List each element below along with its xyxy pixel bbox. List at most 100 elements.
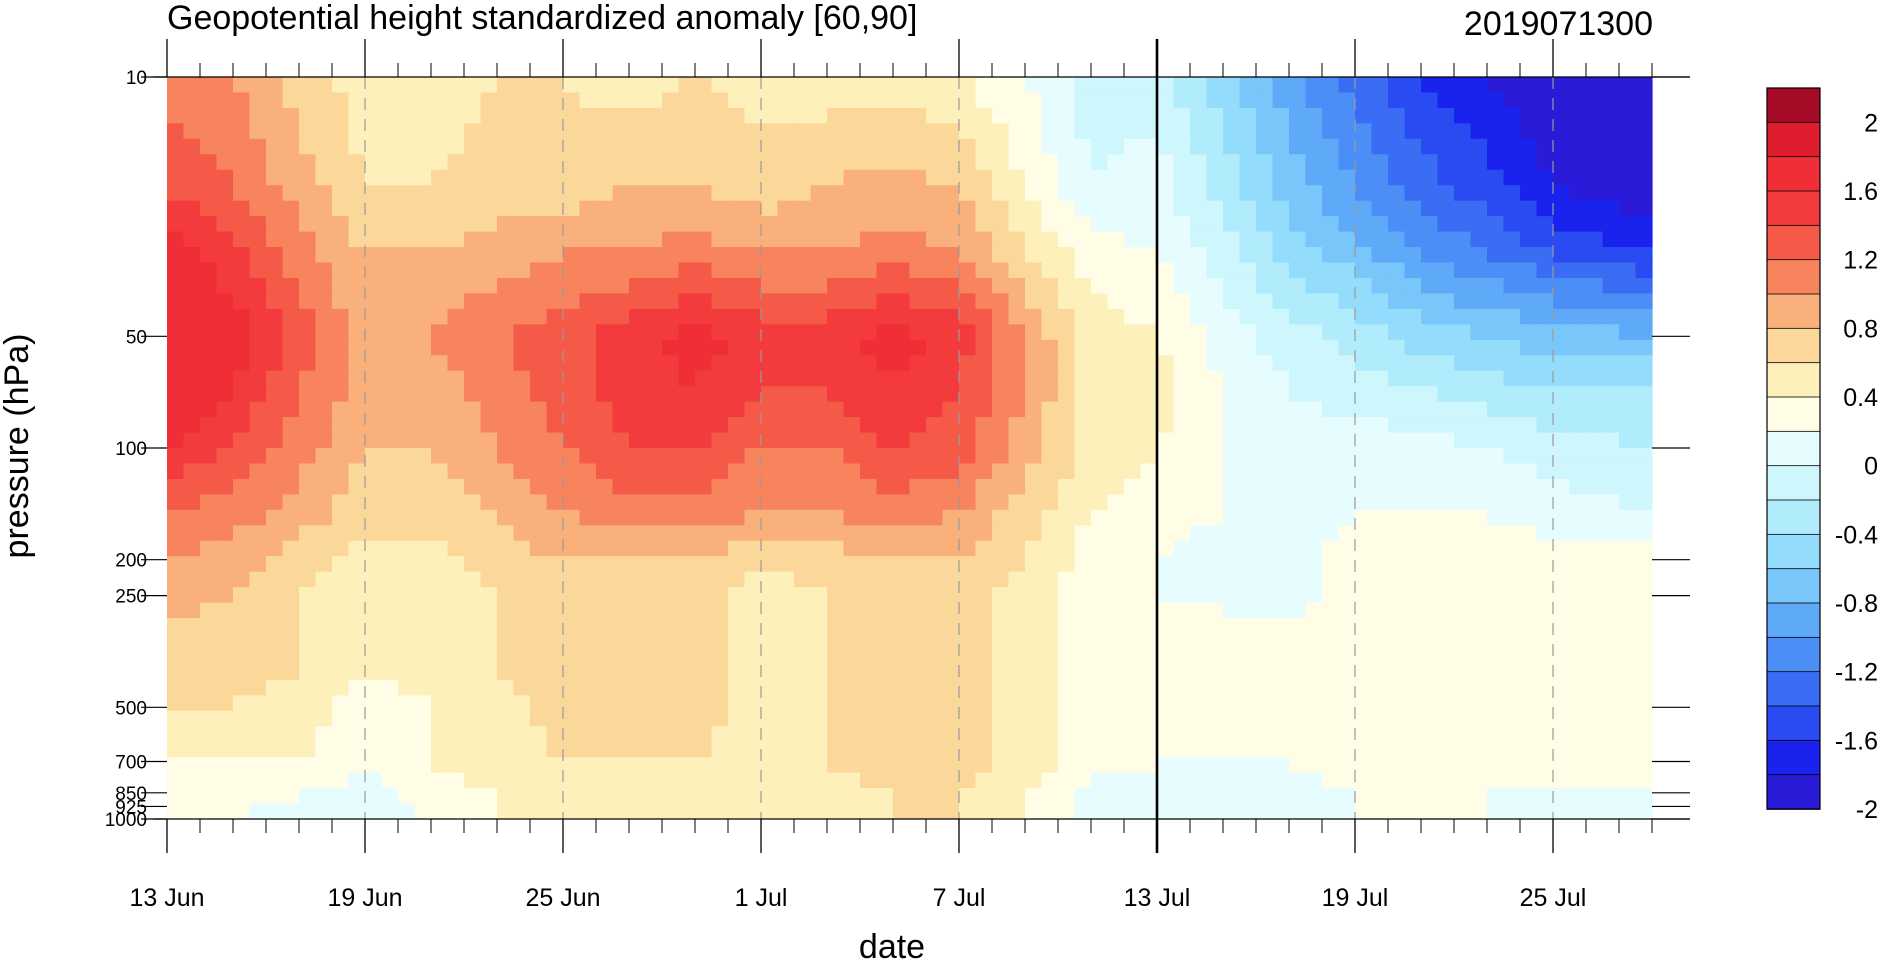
heatmap-cell xyxy=(711,370,729,387)
heatmap-cell xyxy=(563,231,581,248)
heatmap-cell xyxy=(1388,138,1406,155)
heatmap-cell xyxy=(530,478,548,495)
heatmap-cell xyxy=(414,308,432,325)
heatmap-cell xyxy=(1520,664,1538,681)
heatmap-cell xyxy=(1206,169,1224,186)
heatmap-cell xyxy=(249,525,267,542)
heatmap-cell xyxy=(1272,123,1290,140)
heatmap-cell xyxy=(744,308,762,325)
heatmap-cell xyxy=(1586,803,1604,820)
heatmap-cell xyxy=(959,123,977,140)
heatmap-cell xyxy=(1091,432,1109,449)
heatmap-cell xyxy=(249,741,267,758)
heatmap-cell xyxy=(1091,107,1109,124)
heatmap-cell xyxy=(794,664,812,681)
heatmap-cell xyxy=(414,540,432,557)
heatmap-cell xyxy=(1140,262,1158,279)
heatmap-cell xyxy=(1272,401,1290,418)
heatmap-cell xyxy=(1635,633,1653,650)
heatmap-cell xyxy=(1256,185,1274,202)
heatmap-cell xyxy=(381,618,399,635)
heatmap-cell xyxy=(1355,169,1373,186)
heatmap-cell xyxy=(414,92,432,109)
heatmap-cell xyxy=(777,231,795,248)
heatmap-cell xyxy=(431,648,449,666)
heatmap-cell xyxy=(893,571,911,588)
heatmap-cell xyxy=(777,277,795,295)
heatmap-cell xyxy=(1173,169,1191,186)
x-tick-label: 13 Jun xyxy=(129,884,204,912)
heatmap-cell xyxy=(1272,77,1290,94)
heatmap-cell xyxy=(942,355,960,372)
heatmap-cell xyxy=(1536,277,1554,295)
heatmap-cell xyxy=(332,757,350,774)
heatmap-cell xyxy=(728,339,746,356)
heatmap-cell xyxy=(975,169,993,186)
heatmap-cell xyxy=(579,138,597,155)
heatmap-cell xyxy=(315,231,333,248)
heatmap-cell xyxy=(1520,154,1538,171)
heatmap-cell xyxy=(1520,695,1538,712)
heatmap-cell xyxy=(530,757,548,774)
heatmap-cell xyxy=(1322,169,1340,186)
heatmap-cell xyxy=(299,618,317,635)
heatmap-cell xyxy=(431,664,449,681)
heatmap-cell xyxy=(1355,695,1373,712)
heatmap-cell xyxy=(431,772,449,789)
heatmap-cell xyxy=(315,540,333,557)
heatmap-cell xyxy=(1586,602,1604,619)
heatmap-cell xyxy=(612,92,630,109)
heatmap-cell xyxy=(299,710,317,727)
heatmap-cell xyxy=(1107,525,1125,542)
heatmap-cell xyxy=(1487,648,1505,666)
heatmap-cell xyxy=(183,618,201,635)
heatmap-cell xyxy=(299,77,317,94)
heatmap-cell xyxy=(546,788,564,805)
heatmap-cell xyxy=(1140,370,1158,387)
heatmap-cell xyxy=(975,77,993,94)
heatmap-cell xyxy=(645,803,663,820)
heatmap-cell xyxy=(612,185,630,202)
heatmap-cell xyxy=(1140,803,1158,820)
heatmap-cell xyxy=(1371,231,1389,248)
heatmap-cell xyxy=(645,726,663,743)
heatmap-cell xyxy=(1239,648,1257,666)
heatmap-cell xyxy=(909,216,927,233)
heatmap-cell xyxy=(332,123,350,140)
heatmap-cell xyxy=(909,556,927,573)
heatmap-cell xyxy=(563,401,581,418)
heatmap-cell xyxy=(249,92,267,109)
heatmap-cell xyxy=(563,602,581,619)
heatmap-cell xyxy=(183,540,201,557)
heatmap-cell xyxy=(282,757,300,774)
heatmap-cell xyxy=(381,448,399,465)
heatmap-cell xyxy=(282,417,300,434)
heatmap-cell xyxy=(1388,293,1406,310)
heatmap-cell xyxy=(1140,77,1158,94)
heatmap-cell xyxy=(332,107,350,124)
heatmap-cell xyxy=(1074,509,1092,526)
heatmap-cell xyxy=(1437,277,1455,295)
heatmap-cell xyxy=(398,401,416,418)
heatmap-cell xyxy=(678,262,696,279)
heatmap-cell xyxy=(1553,803,1571,820)
heatmap-cell xyxy=(1619,200,1637,217)
heatmap-cell xyxy=(249,602,267,619)
heatmap-cell xyxy=(1404,494,1422,511)
heatmap-cell xyxy=(1008,247,1026,264)
colorbar-box xyxy=(1766,602,1821,639)
heatmap-cell xyxy=(711,788,729,805)
heatmap-cell xyxy=(200,123,218,140)
heatmap-cell xyxy=(348,401,366,418)
heatmap-cell xyxy=(1223,185,1241,202)
heatmap-cell xyxy=(1289,92,1307,109)
heatmap-cell xyxy=(728,77,746,94)
heatmap-cell xyxy=(1305,463,1323,480)
heatmap-cell xyxy=(315,525,333,542)
heatmap-cell xyxy=(1322,602,1340,619)
heatmap-cell xyxy=(975,679,993,696)
heatmap-cell xyxy=(744,556,762,573)
heatmap-cell xyxy=(711,123,729,140)
heatmap-cell xyxy=(1223,308,1241,325)
heatmap-cell xyxy=(1124,247,1142,264)
